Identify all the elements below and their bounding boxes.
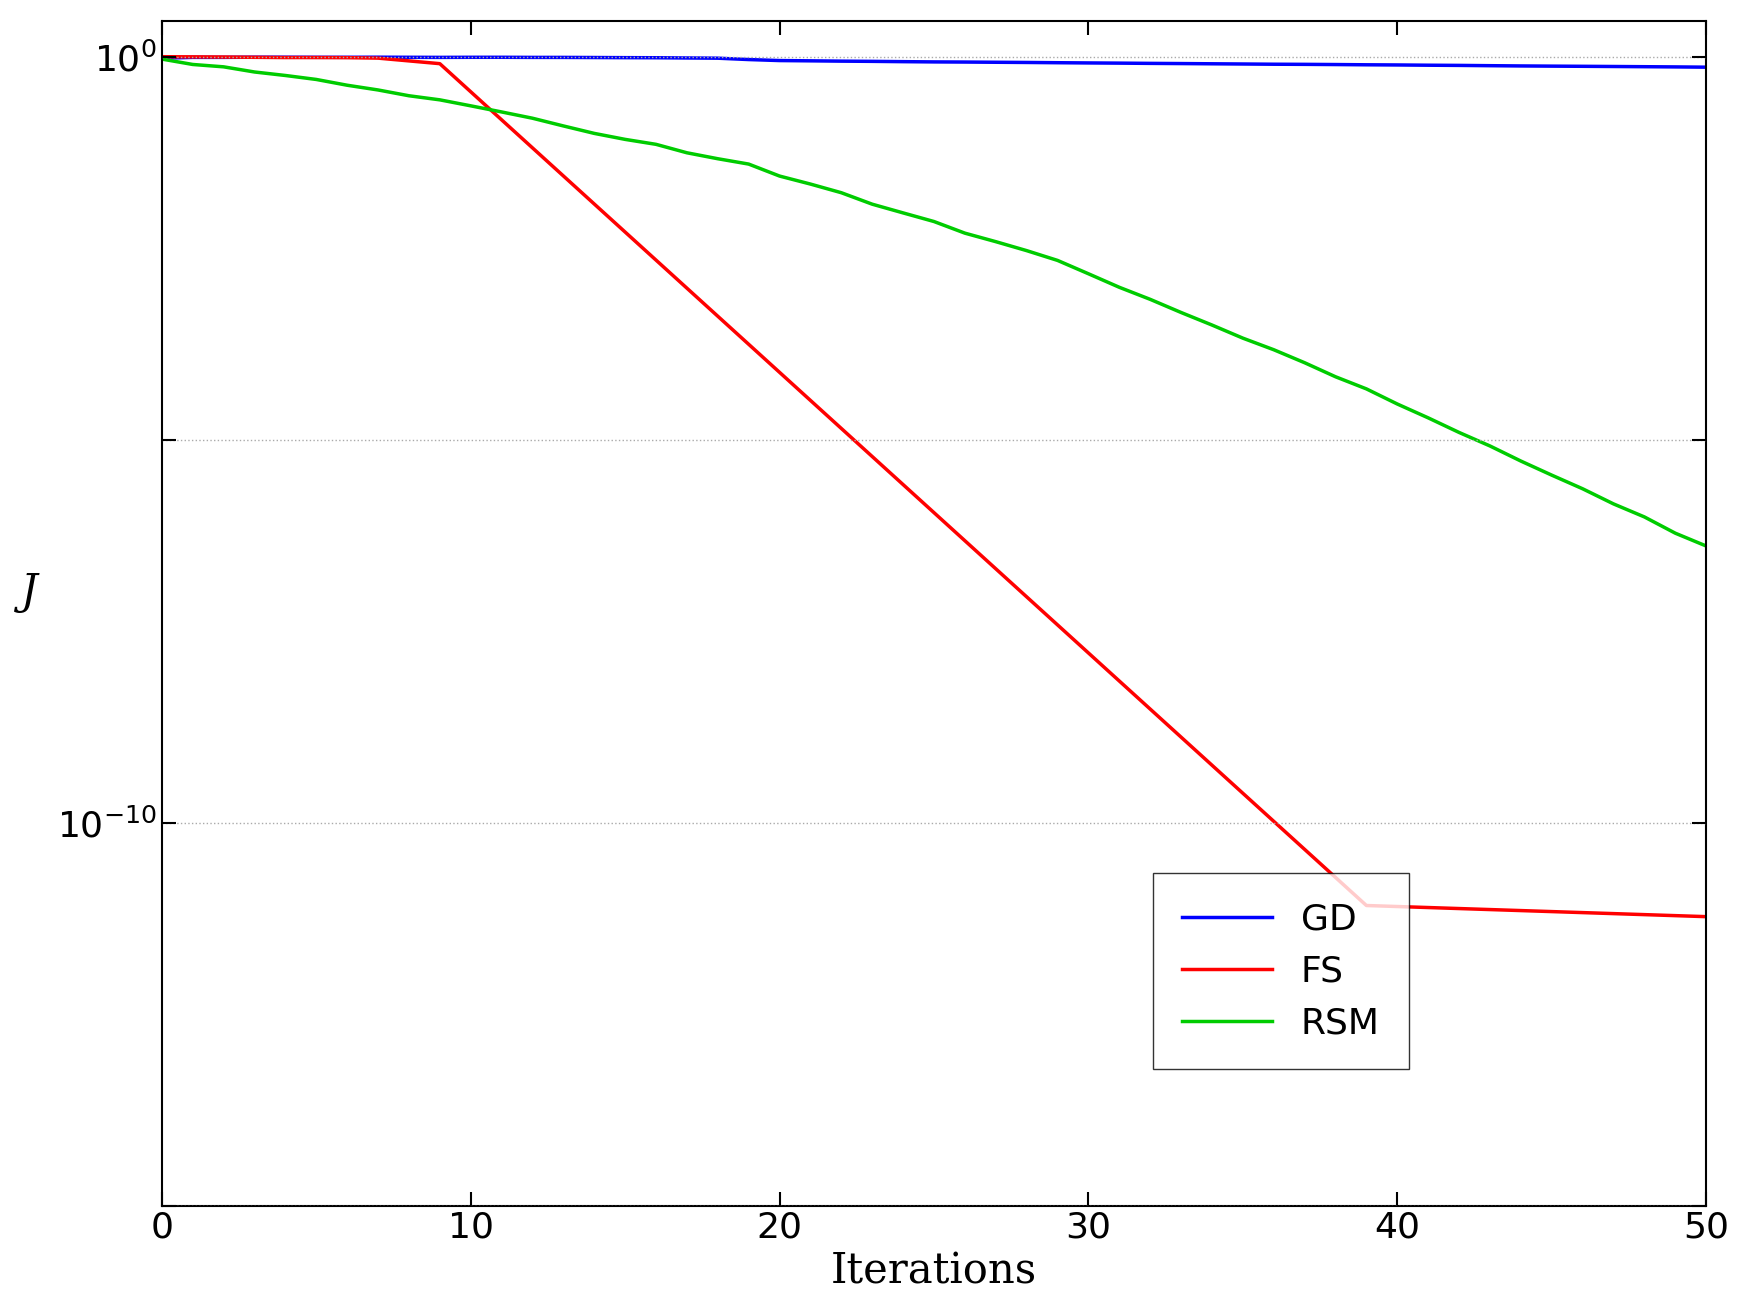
GD [150,50,172,66]
Y-axis label: J: J [21,571,37,613]
RSM [1171,305,1192,320]
Line: GD: GD [161,58,1706,67]
RSM [646,137,667,152]
FS [1264,814,1284,830]
GD [677,50,698,66]
FS [150,49,172,64]
RSM [1664,525,1685,541]
GD [522,50,542,66]
FS [492,112,513,127]
FS [646,252,667,268]
RSM [1696,538,1717,554]
RSM [614,131,635,147]
GD [1664,59,1685,75]
RSM [150,51,172,67]
RSM [492,104,513,119]
FS [1664,907,1685,923]
Legend: GD, FS, RSM: GD, FS, RSM [1153,873,1409,1069]
RSM [1264,341,1284,357]
GD [646,50,667,66]
GD [1202,56,1223,72]
Line: FS: FS [161,56,1706,916]
FS [1171,729,1192,744]
FS [614,225,635,240]
GD [243,50,264,66]
X-axis label: Iterations: Iterations [831,1250,1038,1292]
FS [1696,909,1717,924]
Line: RSM: RSM [161,59,1706,546]
GD [1696,59,1717,75]
GD [1295,56,1316,72]
